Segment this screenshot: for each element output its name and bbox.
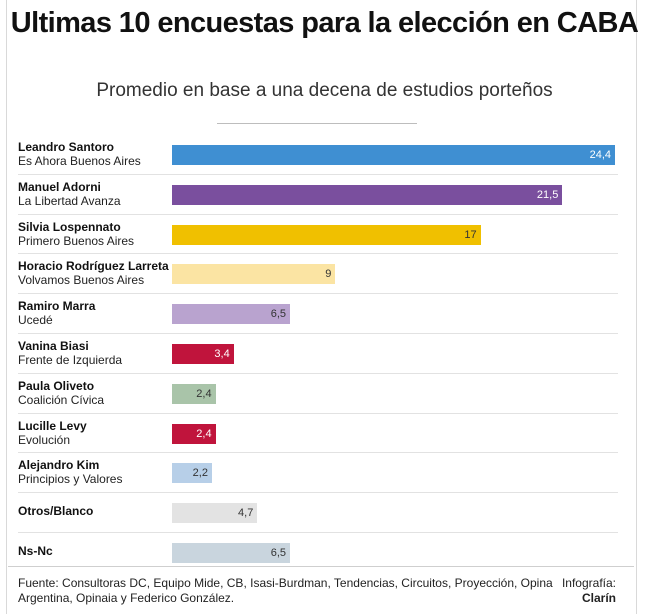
bar: 17 (172, 224, 481, 245)
bar: 24,4 (172, 145, 615, 165)
candidate-name: Lucille Levy (18, 418, 87, 433)
bar-row: Vanina Biasi Frente de Izquierda 3,4 (18, 334, 618, 374)
bar-row: Alejandro Kim Principios y Valores 2,2 (18, 453, 618, 494)
bar: 6,5 (172, 542, 290, 563)
candidate-label: Ramiro Marra Ucedé (18, 299, 168, 327)
candidate-name: Vanina Biasi (18, 338, 89, 353)
bar: 21,5 (172, 184, 563, 205)
candidate-name: Otros/Blanco (18, 504, 94, 519)
bar-row: Lucille Levy Evolución 2,4 (18, 414, 618, 454)
party-name: Frente de Izquierda (18, 352, 123, 367)
title-separator (217, 123, 417, 124)
bar-value-label: 24,4 (589, 149, 611, 161)
bar-row: Ramiro Marra Ucedé 6,5 (18, 294, 618, 334)
candidate-label: Ns-Nc (18, 544, 168, 558)
candidate-name: Silvia Lospennato (18, 219, 121, 234)
party-name: Evolución (18, 432, 71, 447)
candidate-label: Vanina Biasi Frente de Izquierda (18, 339, 168, 367)
credit-label: Infografía: (561, 576, 616, 590)
party-name: Principios y Valores (18, 472, 123, 487)
candidate-label: Horacio Rodríguez Larreta Volvamos Buenos… (18, 259, 169, 288)
bar: 2,2 (172, 463, 212, 484)
candidate-label: Silvia Lospennato Primero Buenos Aires (18, 220, 168, 248)
bar-value-label: 9 (325, 268, 332, 281)
candidate-label: Otros/Blanco (18, 504, 168, 518)
bar: 6,5 (172, 304, 290, 325)
candidate-label: Leandro Santoro Es Ahora Buenos Aires (18, 140, 168, 168)
bar-row: Paula Oliveto Coalición Cívica 2,4 (18, 374, 618, 414)
candidate-label: Alejandro Kim Principios y Valores (18, 458, 168, 486)
bar-value-label: 6,5 (270, 546, 286, 559)
candidate-name: Ramiro Marra (18, 299, 96, 314)
party-name: La Libertad Avanza (18, 193, 121, 208)
bar: 9 (172, 264, 336, 285)
bar-value-label: 4,7 (238, 507, 254, 520)
chart-title: Ultimas 10 encuestas para la elección en… (10, 7, 639, 39)
bar: 2,4 (172, 383, 216, 404)
bar-value-label: 2,4 (196, 387, 212, 400)
bar-row: Otros/Blanco 4,7 (18, 493, 618, 533)
party-name: Volvamos Buenos Aires (18, 273, 145, 288)
party-name: Primero Buenos Aires (18, 233, 135, 248)
graphic-frame (6, 0, 637, 614)
bar-rows: Leandro Santoro Es Ahora Buenos Aires 24,4… (18, 135, 618, 573)
candidate-name: Manuel Adorni (18, 179, 101, 194)
footer-divider (8, 566, 634, 567)
source-note: Fuente: Consultoras DC, Equipo Mide, CB,… (18, 576, 553, 605)
candidate-name: Ns-Nc (18, 543, 53, 558)
credit: Infografía: Clarín (562, 576, 616, 606)
chart-subtitle: Promedio en base a una decena de estudio… (96, 80, 553, 101)
candidate-name: Horacio Rodríguez Larreta (18, 259, 169, 274)
party-name: Ucedé (18, 313, 53, 328)
candidate-label: Paula Oliveto Coalición Cívica (18, 379, 168, 407)
bar-row: Leandro Santoro Es Ahora Buenos Aires 24,4 (18, 135, 618, 175)
candidate-label: Manuel Adorni La Libertad Avanza (18, 180, 168, 208)
bar-value-label: 3,4 (214, 347, 230, 360)
candidate-name: Alejandro Kim (18, 458, 100, 473)
candidate-name: Leandro Santoro (18, 140, 115, 154)
bar-value-label: 21,5 (536, 188, 559, 201)
bar-value-label: 6,5 (270, 308, 286, 321)
bar-value-label: 2,4 (196, 427, 212, 440)
credit-name: Clarín (581, 591, 616, 605)
bar-row: Manuel Adorni La Libertad Avanza 21,5 (18, 175, 618, 215)
party-name: Es Ahora Buenos Aires (18, 154, 141, 168)
candidate-name: Paula Oliveto (18, 378, 95, 393)
bar-value-label: 2,2 (192, 467, 208, 480)
party-name: Coalición Cívica (18, 392, 105, 407)
bar: 4,7 (172, 503, 258, 524)
bar-value-label: 17 (464, 228, 477, 241)
bar: 3,4 (172, 343, 234, 364)
candidate-label: Lucille Levy Evolución (18, 419, 168, 447)
bar: 2,4 (172, 423, 216, 444)
bar-row: Horacio Rodríguez Larreta Volvamos Buenos… (18, 254, 618, 295)
bar-row: Silvia Lospennato Primero Buenos Aires 17 (18, 215, 618, 255)
bar-row: Ns-Nc 6,5 (18, 533, 618, 573)
